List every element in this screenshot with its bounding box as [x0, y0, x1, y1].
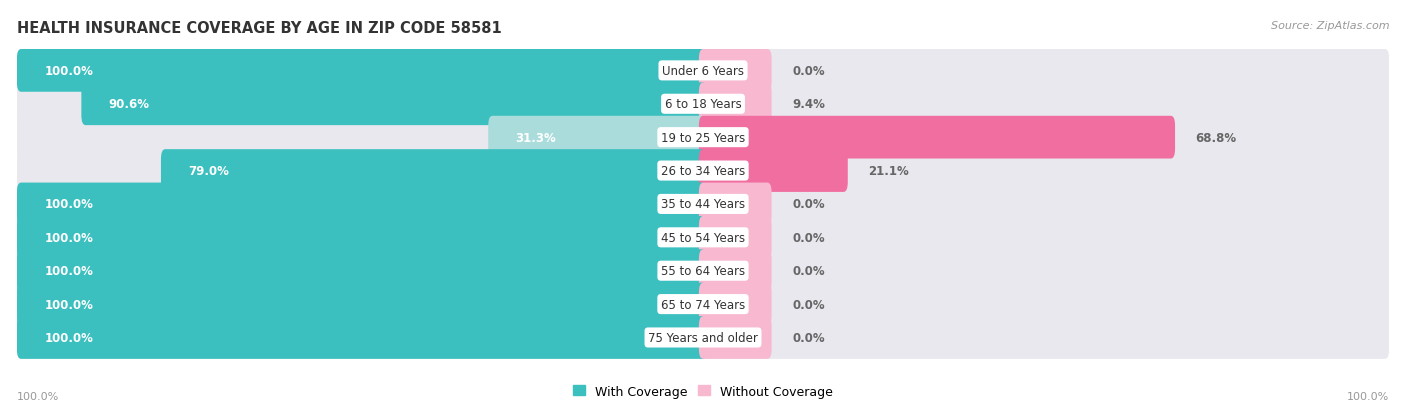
Text: 90.6%: 90.6% [108, 98, 150, 111]
Text: 0.0%: 0.0% [792, 231, 825, 244]
FancyBboxPatch shape [699, 316, 772, 359]
Text: 100.0%: 100.0% [17, 391, 59, 401]
Text: HEALTH INSURANCE COVERAGE BY AGE IN ZIP CODE 58581: HEALTH INSURANCE COVERAGE BY AGE IN ZIP … [17, 21, 502, 36]
FancyBboxPatch shape [699, 216, 772, 259]
FancyBboxPatch shape [17, 316, 1389, 359]
FancyBboxPatch shape [17, 50, 707, 93]
Text: 100.0%: 100.0% [1347, 391, 1389, 401]
FancyBboxPatch shape [17, 283, 707, 326]
FancyBboxPatch shape [699, 283, 772, 326]
FancyBboxPatch shape [82, 83, 707, 126]
FancyBboxPatch shape [17, 183, 1389, 226]
FancyBboxPatch shape [699, 250, 772, 292]
FancyBboxPatch shape [17, 316, 707, 359]
FancyBboxPatch shape [17, 83, 1389, 126]
Text: 55 to 64 Years: 55 to 64 Years [661, 265, 745, 278]
FancyBboxPatch shape [160, 150, 707, 192]
Text: 100.0%: 100.0% [45, 298, 93, 311]
FancyBboxPatch shape [488, 116, 707, 159]
FancyBboxPatch shape [17, 250, 707, 292]
Legend: With Coverage, Without Coverage: With Coverage, Without Coverage [568, 380, 838, 403]
Text: 0.0%: 0.0% [792, 198, 825, 211]
Text: 0.0%: 0.0% [792, 65, 825, 78]
Text: 75 Years and older: 75 Years and older [648, 331, 758, 344]
FancyBboxPatch shape [699, 116, 1175, 159]
FancyBboxPatch shape [17, 250, 1389, 292]
Text: 100.0%: 100.0% [45, 265, 93, 278]
FancyBboxPatch shape [699, 83, 772, 126]
FancyBboxPatch shape [17, 50, 1389, 93]
FancyBboxPatch shape [699, 150, 848, 192]
Text: Source: ZipAtlas.com: Source: ZipAtlas.com [1271, 21, 1389, 31]
Text: 35 to 44 Years: 35 to 44 Years [661, 198, 745, 211]
FancyBboxPatch shape [17, 116, 1389, 159]
Text: 19 to 25 Years: 19 to 25 Years [661, 131, 745, 144]
Text: 100.0%: 100.0% [45, 65, 93, 78]
Text: 65 to 74 Years: 65 to 74 Years [661, 298, 745, 311]
Text: Under 6 Years: Under 6 Years [662, 65, 744, 78]
Text: 100.0%: 100.0% [45, 231, 93, 244]
Text: 0.0%: 0.0% [792, 298, 825, 311]
FancyBboxPatch shape [17, 283, 1389, 326]
Text: 0.0%: 0.0% [792, 265, 825, 278]
Text: 68.8%: 68.8% [1195, 131, 1237, 144]
FancyBboxPatch shape [17, 216, 1389, 259]
Text: 0.0%: 0.0% [792, 331, 825, 344]
Text: 100.0%: 100.0% [45, 331, 93, 344]
Text: 79.0%: 79.0% [188, 165, 229, 178]
FancyBboxPatch shape [17, 216, 707, 259]
Text: 21.1%: 21.1% [869, 165, 910, 178]
FancyBboxPatch shape [17, 150, 1389, 192]
Text: 26 to 34 Years: 26 to 34 Years [661, 165, 745, 178]
Text: 100.0%: 100.0% [45, 198, 93, 211]
Text: 31.3%: 31.3% [516, 131, 557, 144]
Text: 45 to 54 Years: 45 to 54 Years [661, 231, 745, 244]
Text: 9.4%: 9.4% [792, 98, 825, 111]
Text: 6 to 18 Years: 6 to 18 Years [665, 98, 741, 111]
FancyBboxPatch shape [699, 183, 772, 226]
FancyBboxPatch shape [699, 50, 772, 93]
FancyBboxPatch shape [17, 183, 707, 226]
